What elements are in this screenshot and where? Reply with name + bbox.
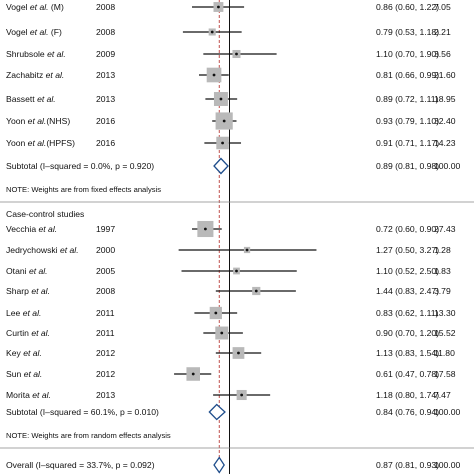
study-row-label: Vecchia et al.: [6, 224, 57, 234]
study-row-label: Yoon et al.(HPFS): [6, 138, 75, 148]
study-row-year: 2009: [96, 49, 115, 59]
study-row-year: 1997: [96, 224, 115, 234]
study-row-ci-text: 0.61 (0.47, 0.78): [376, 369, 439, 379]
study-row-year: 2016: [96, 116, 115, 126]
study-row-point: [222, 119, 226, 123]
study-row-year: 2008: [96, 27, 115, 37]
study-row-point: [240, 393, 244, 397]
subtotal-row-label: Subtotal (I–squared = 60.1%, p = 0.010): [6, 407, 159, 417]
study-row-point: [245, 248, 249, 252]
study-row-year: 2012: [96, 348, 115, 358]
study-row-weight: 11.80: [434, 348, 455, 358]
study-row-weight: 1.28: [434, 245, 451, 255]
weights-note: NOTE: Weights are from random effects an…: [6, 431, 171, 440]
study-row-year: 2012: [96, 369, 115, 379]
study-row-ci-text: 1.10 (0.70, 1.90): [376, 49, 439, 59]
study-row-label: Sun et al.: [6, 369, 42, 379]
study-row-weight: 15.52: [434, 328, 456, 338]
study-row-point: [235, 269, 238, 273]
study-row-weight: 18.95: [434, 94, 456, 104]
study-row-label: Lee et al.: [6, 308, 41, 318]
study-row-point: [219, 97, 223, 101]
subtotal-row-diamond: [208, 403, 226, 421]
study-row-label: Jedrychowski et al.: [6, 245, 79, 255]
study-row-ci-text: 1.44 (0.83, 2.47): [376, 286, 439, 296]
study-row-label: Zachabitz et al.: [6, 70, 64, 80]
study-row-ci-text: 0.90 (0.70, 1.20): [376, 328, 439, 338]
study-row-ci-text: 0.81 (0.66, 0.99): [376, 70, 439, 80]
study-row-ci-text: 0.89 (0.72, 1.11): [376, 94, 439, 104]
study-row-label: Morita et al.: [6, 390, 51, 400]
study-row-ci-text: 1.13 (0.83, 1.54): [376, 348, 439, 358]
study-row-label: Shrubsole et al.: [6, 49, 66, 59]
study-row-year: 2013: [96, 390, 115, 400]
study-row-weight: 7.05: [434, 2, 451, 12]
study-row-weight: 3.79: [434, 286, 451, 296]
study-row-year: 2013: [96, 70, 115, 80]
study-row-point: [254, 289, 258, 293]
study-row-label: Vogel et al. (F): [6, 27, 62, 37]
study-row-weight: 14.23: [434, 138, 456, 148]
study-row-ci-text: 0.86 (0.60, 1.22): [376, 2, 439, 12]
study-row-label: Bassett et al.: [6, 94, 56, 104]
overall-row-weight: 100.00: [434, 460, 461, 470]
study-row-point: [203, 227, 207, 231]
study-row-year: 2011: [96, 328, 115, 338]
study-row-weight: 32.40: [434, 116, 456, 126]
study-row-ci-text: 0.91 (0.71, 1.17): [376, 138, 439, 148]
study-row-weight: 2.21: [434, 27, 451, 37]
study-row-year: 2016: [96, 138, 115, 148]
study-row-label: Key et al.: [6, 348, 42, 358]
overall-row-ci-text: 0.87 (0.81, 0.93): [376, 460, 439, 470]
study-row-ci-text: 0.72 (0.60, 0.90): [376, 224, 439, 234]
study-row-weight: 7.47: [434, 390, 451, 400]
study-row-ci-text: 1.10 (0.52, 2.50): [376, 266, 439, 276]
study-row-year: 2011: [96, 308, 115, 318]
subtotal-row-weight: 100.00: [434, 161, 461, 171]
study-row-year: 2013: [96, 94, 115, 104]
study-row-year: 2008: [96, 2, 115, 12]
study-row-point: [214, 311, 218, 315]
study-row-label: Yoon et al.(NHS): [6, 116, 70, 126]
study-row-weight: 17.58: [434, 369, 456, 379]
subtotal-row-ci-text: 0.89 (0.81, 0.98): [376, 161, 439, 171]
study-row-point: [237, 351, 240, 355]
study-row-ci-text: 1.18 (0.80, 1.74): [376, 390, 439, 400]
study-row-point: [191, 372, 195, 376]
study-row-year: 2005: [96, 266, 115, 276]
study-row-point: [221, 141, 224, 145]
study-row-point: [235, 52, 238, 56]
study-row-year: 2000: [96, 245, 115, 255]
subtotal-row-label: Subtotal (I–squared = 0.0%, p = 0.920): [6, 161, 154, 171]
study-row-weight: 21.60: [434, 70, 456, 80]
study-row-ci-text: 0.83 (0.62, 1.11): [376, 308, 439, 318]
study-row-point: [217, 5, 220, 9]
study-row-label: Curtin et al.: [6, 328, 50, 338]
study-row-ci-text: 0.79 (0.53, 1.18): [376, 27, 439, 37]
weights-note: NOTE: Weights are from fixed effects ana…: [6, 185, 161, 194]
study-row-weight: 1.83: [434, 266, 451, 276]
study-row-label: Otani et al.: [6, 266, 48, 276]
study-row-weight: 3.56: [434, 49, 451, 59]
study-row-label: Vogel et al. (M): [6, 2, 64, 12]
study-row-weight: 27.43: [434, 224, 456, 234]
subtotal-row-weight: 100.00: [434, 407, 461, 417]
study-row-weight: 13.30: [434, 308, 456, 318]
overall-row-label: Overall (I–squared = 33.7%, p = 0.092): [6, 460, 155, 470]
study-row-year: 2008: [96, 286, 115, 296]
group-header: Case-control studies: [6, 209, 84, 219]
subtotal-row-diamond: [213, 157, 229, 175]
subtotal-row-ci-text: 0.84 (0.76, 0.94): [376, 407, 439, 417]
study-row-ci-text: 1.27 (0.50, 3.27): [376, 245, 439, 255]
study-row-point: [220, 331, 224, 335]
study-row-point: [210, 30, 214, 34]
study-row-point: [212, 73, 216, 77]
study-row-ci-text: 0.93 (0.79, 1.10): [376, 116, 439, 126]
overall-row-diamond: [213, 456, 225, 474]
study-row-label: Sharp et al.: [6, 286, 50, 296]
